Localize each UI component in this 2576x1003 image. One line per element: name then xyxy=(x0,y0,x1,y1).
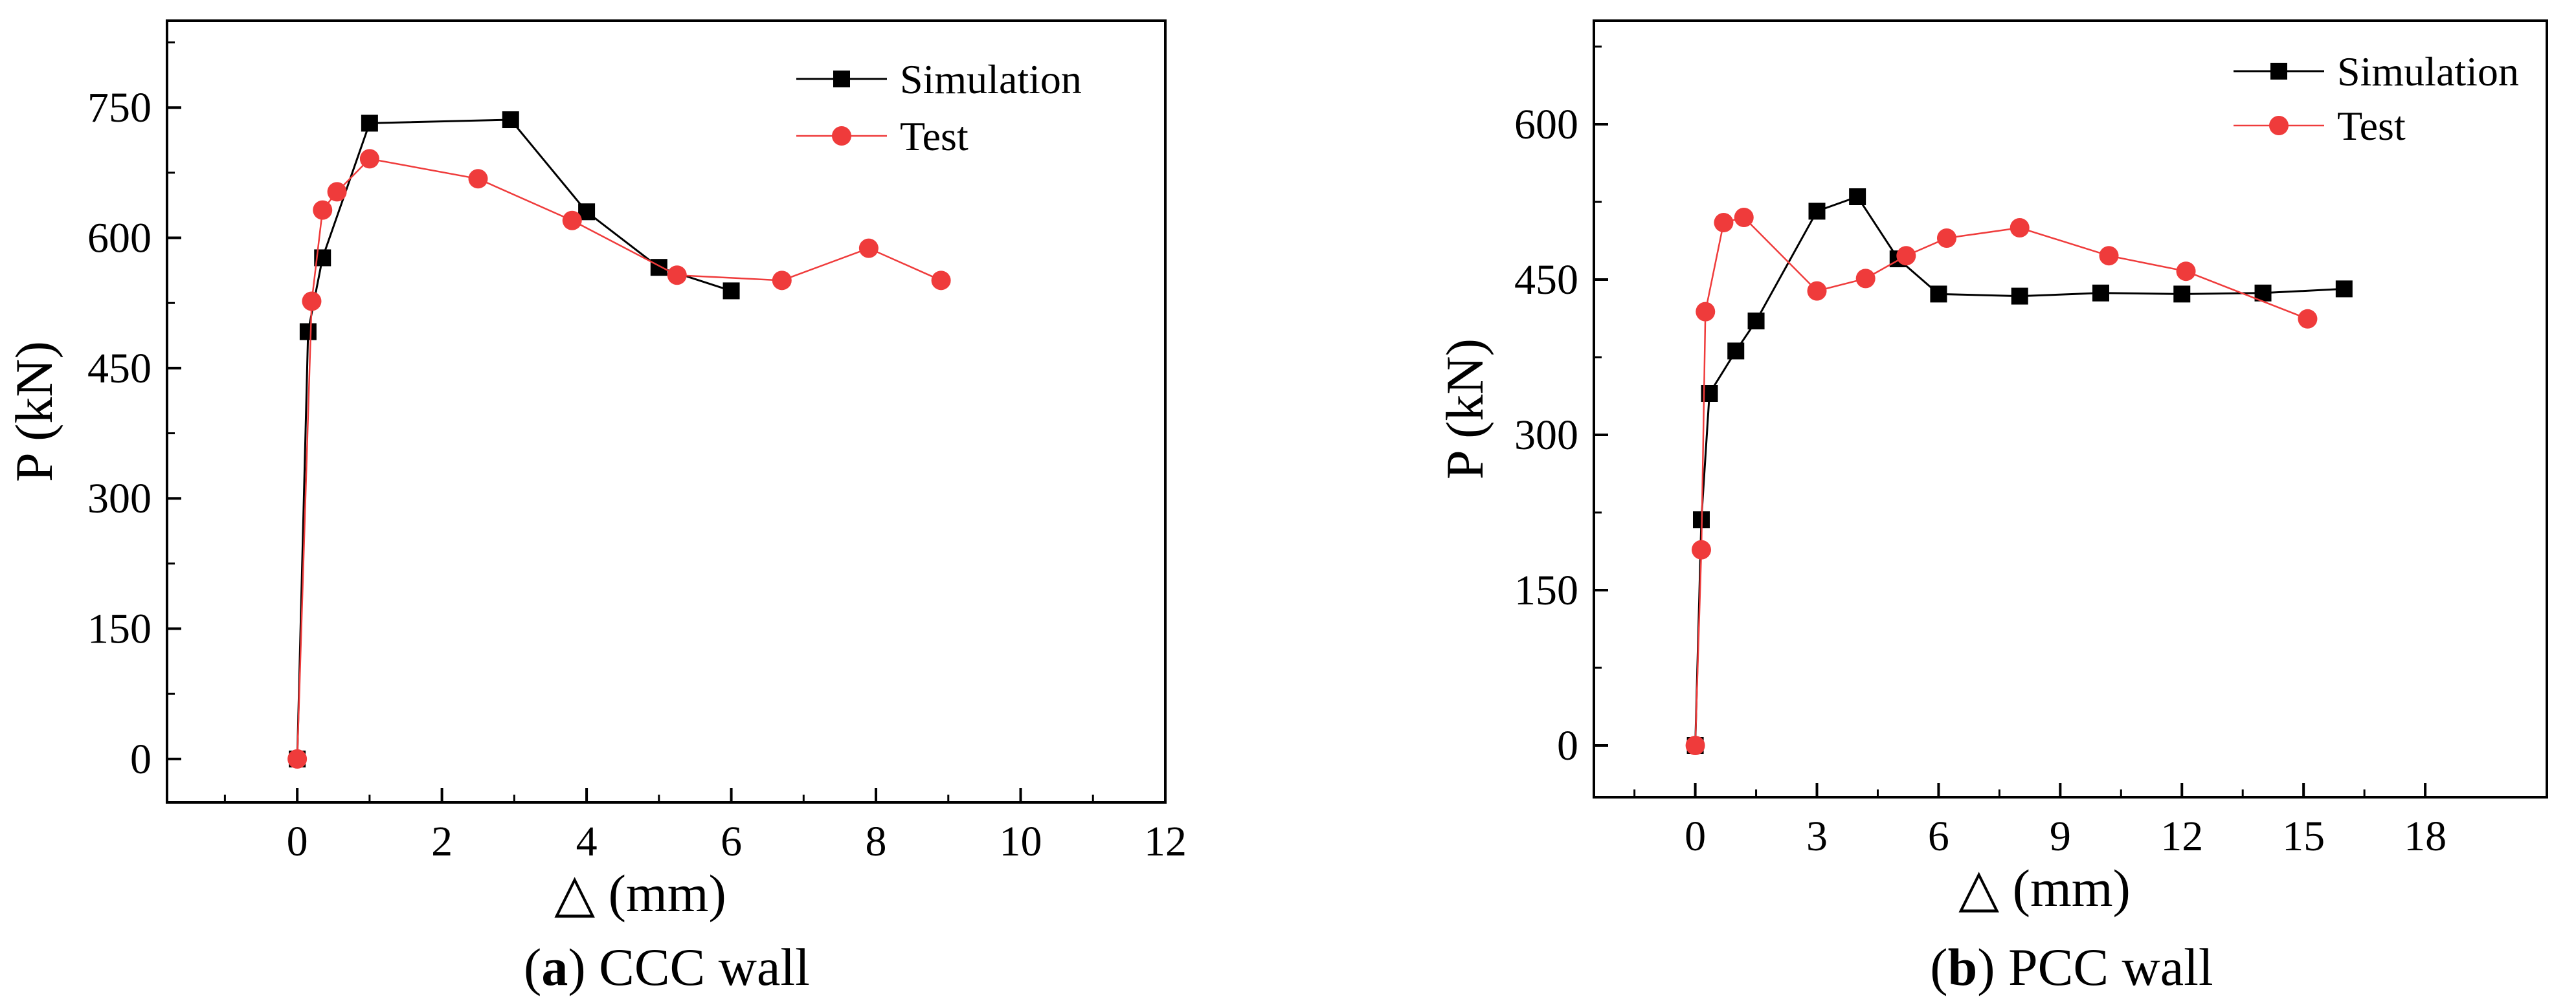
legend-marker-test xyxy=(832,126,851,146)
data-point-simulation xyxy=(1808,203,1826,220)
caption-paren-open: ( xyxy=(524,938,541,997)
data-point-test xyxy=(931,270,951,291)
x-tick-label: 15 xyxy=(2282,813,2325,860)
data-point-simulation xyxy=(1930,285,1947,303)
caption-paren-close: ) xyxy=(1977,938,2008,997)
data-point-test xyxy=(1691,540,1711,560)
caption-letter: b xyxy=(1948,938,1978,997)
x-tick-label: 2 xyxy=(431,818,453,865)
data-point-test xyxy=(1855,269,1876,289)
panel-caption: (b) PCC wall xyxy=(1930,938,2213,997)
data-point-simulation xyxy=(1849,188,1866,205)
plot-frame xyxy=(166,19,1167,804)
data-point-simulation xyxy=(2173,285,2191,303)
legend-marker-simulation xyxy=(2270,63,2287,80)
data-point-simulation xyxy=(1747,313,1765,329)
data-point-test xyxy=(302,291,322,311)
plot-frame xyxy=(1593,19,2548,799)
x-tick-label: 8 xyxy=(866,818,887,865)
caption-paren-open: ( xyxy=(1930,938,1947,997)
data-point-test xyxy=(2099,246,2119,266)
caption-text: PCC wall xyxy=(2008,938,2213,997)
data-point-test xyxy=(562,210,582,230)
y-tick-label: 450 xyxy=(87,345,151,392)
data-point-test xyxy=(287,749,308,769)
legend-marker-test xyxy=(2269,116,2289,135)
x-tick-label: 0 xyxy=(1685,813,1706,860)
caption-paren-close: ) xyxy=(568,938,599,997)
data-point-test xyxy=(313,200,333,220)
data-point-test xyxy=(1807,281,1827,301)
data-point-test xyxy=(667,265,687,285)
data-point-simulation xyxy=(650,259,667,276)
x-axis-label: △ (mm) xyxy=(554,864,726,923)
caption-text: CCC wall xyxy=(599,938,810,997)
data-point-simulation xyxy=(361,115,378,132)
data-point-simulation xyxy=(2011,287,2028,305)
panel-caption: (a) CCC wall xyxy=(524,938,810,997)
series-line-test xyxy=(296,158,942,759)
x-tick-label: 12 xyxy=(2160,813,2203,860)
data-point-test xyxy=(2176,261,2196,281)
data-point-test xyxy=(1696,302,1716,322)
caption-letter: a xyxy=(541,938,568,997)
data-point-simulation xyxy=(299,323,317,340)
x-tick-label: 18 xyxy=(2404,813,2447,860)
series-line-simulation xyxy=(296,118,732,759)
x-tick-label: 6 xyxy=(1928,813,1949,860)
x-tick-label: 0 xyxy=(287,818,308,865)
y-tick-label: 750 xyxy=(87,84,151,131)
legend-label-simulation: Simulation xyxy=(2337,49,2519,94)
series-line-test xyxy=(1694,216,2308,746)
y-tick-label: 0 xyxy=(1557,722,1578,769)
legend-label-simulation: Simulation xyxy=(900,56,1082,102)
data-point-simulation xyxy=(722,282,740,300)
data-point-simulation xyxy=(502,111,519,129)
y-tick-label: 150 xyxy=(87,606,151,653)
legend-marker-simulation xyxy=(833,71,850,87)
y-tick-label: 450 xyxy=(1514,256,1578,303)
legend-label-test: Test xyxy=(900,113,969,159)
x-tick-label: 4 xyxy=(576,818,598,865)
x-tick-label: 6 xyxy=(721,818,742,865)
data-point-simulation xyxy=(2335,280,2353,298)
data-point-test xyxy=(359,149,379,169)
y-axis-label: P (kN) xyxy=(5,341,63,482)
y-tick-label: 0 xyxy=(130,736,151,783)
y-tick-label: 600 xyxy=(1514,101,1578,148)
y-tick-label: 300 xyxy=(1514,412,1578,459)
x-tick-label: 9 xyxy=(2050,813,2071,860)
data-point-test xyxy=(1896,246,1916,266)
series-line-simulation xyxy=(1694,195,2344,746)
data-point-simulation xyxy=(1727,342,1745,360)
chart-panel-a: 0 2 4 6 8 10 12 0 150 300 450 600 750 △ (mm) P (kN) Sim… xyxy=(5,19,1187,997)
y-tick-label: 300 xyxy=(87,475,151,522)
x-tick-label: 12 xyxy=(1144,818,1187,865)
x-tick-label: 3 xyxy=(1806,813,1828,860)
legend-label-test: Test xyxy=(2337,103,2406,149)
y-axis-label: P (kN) xyxy=(1435,338,1494,479)
x-tick-label: 10 xyxy=(1000,818,1042,865)
y-tick-label: 150 xyxy=(1514,567,1578,614)
data-point-test xyxy=(468,169,488,189)
data-point-test xyxy=(1936,228,1956,248)
data-point-test xyxy=(1685,736,1705,755)
chart-panel-b: 0 3 6 9 12 15 18 0 150 300 450 600 △ (mm) P (kN) Simul… xyxy=(1435,19,2548,997)
data-point-test xyxy=(327,182,347,202)
data-point-simulation xyxy=(2092,284,2109,302)
data-point-test xyxy=(2298,309,2318,329)
legend: Simulation Test xyxy=(796,56,1082,159)
data-point-test xyxy=(858,238,879,258)
data-point-test xyxy=(1714,213,1734,232)
legend: Simulation Test xyxy=(2234,49,2519,149)
data-point-test xyxy=(2010,218,2030,237)
x-axis-label: △ (mm) xyxy=(1958,859,2131,918)
y-tick-label: 600 xyxy=(87,215,151,262)
data-point-test xyxy=(1734,208,1754,227)
data-point-test xyxy=(772,270,792,291)
